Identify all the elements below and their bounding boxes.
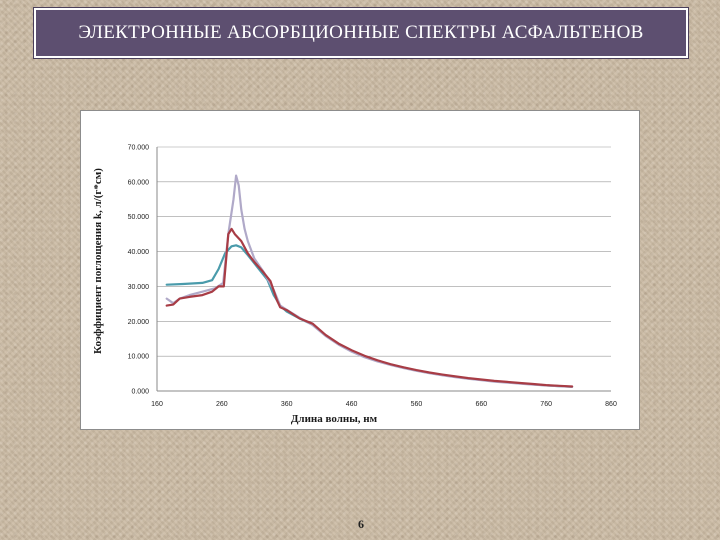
x-tick-label: 560	[411, 401, 423, 408]
grid-layer	[156, 146, 611, 392]
x-tick-label: 860	[605, 401, 617, 408]
y-tick-label: 50.000	[128, 214, 150, 221]
y-tick-label: 40.000	[128, 249, 150, 256]
x-tick-label: 660	[475, 401, 487, 408]
y-tick-label: 30.000	[128, 284, 150, 291]
chart-panel: 0.000 10.000 20.000 30.000 40.000 50.000 60.00…	[80, 110, 640, 430]
x-tick-label: 760	[540, 401, 552, 408]
page-number: 6	[358, 517, 364, 531]
y-tick-label: 0.000	[131, 389, 149, 396]
y-tick-label: 70.000	[128, 145, 150, 152]
x-tick-label: 360	[281, 401, 293, 408]
x-tick-label: 260	[216, 401, 228, 408]
slide-title: ЭЛЕКТРОННЫЕ АБСОРБЦИОННЫЕ СПЕКТРЫ АСФАЛЬ…	[78, 22, 644, 43]
y-axis-title: Коэффициент поглощения k, л/(г*см)	[92, 168, 104, 354]
y-tick-label: 60.000	[128, 179, 150, 186]
y-tick-label: 10.000	[128, 354, 150, 361]
x-axis-title: Длина волны, нм	[291, 413, 378, 425]
series-line-1	[165, 244, 574, 388]
series-line-2	[165, 174, 574, 388]
y-tick-label: 20.000	[128, 319, 150, 326]
series-line-3	[165, 227, 574, 388]
x-tick-label: 460	[346, 401, 358, 408]
slide-title-bar: ЭЛЕКТРОННЫЕ АБСОРБЦИОННЫЕ СПЕКТРЫ АСФАЛЬ…	[34, 8, 688, 58]
x-tick-label: 160	[151, 401, 163, 408]
absorption-spectra-chart: 0.000 10.000 20.000 30.000 40.000 50.000 60.00…	[92, 145, 617, 426]
series-layer	[165, 174, 574, 388]
tick-layer: 0.000 10.000 20.000 30.000 40.000 50.000 60.00…	[128, 145, 617, 409]
